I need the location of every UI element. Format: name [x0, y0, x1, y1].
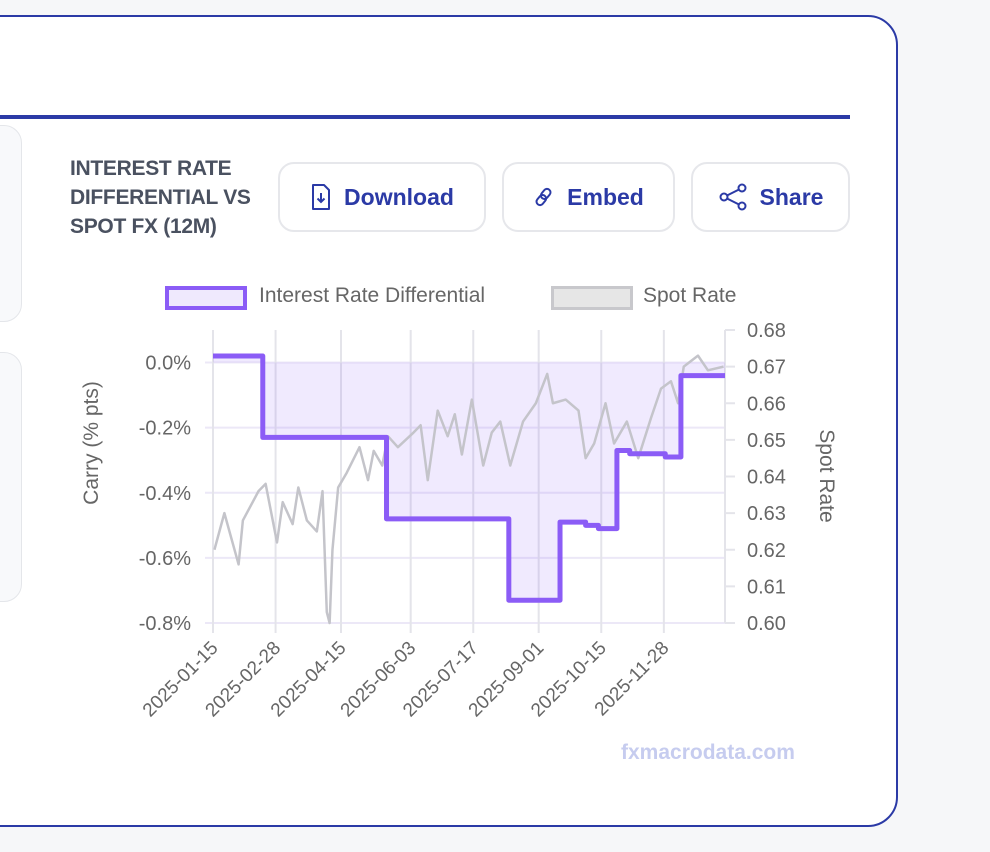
- share-button[interactable]: Share: [691, 162, 850, 232]
- y-tick-label: -0.8%: [139, 613, 191, 635]
- download-file-icon: [310, 183, 332, 211]
- carry-line: [213, 353, 725, 603]
- embed-button[interactable]: Embed: [502, 162, 675, 232]
- y2-tick-label: 0.66: [747, 393, 786, 415]
- legend-swatch-carry[interactable]: [165, 286, 247, 310]
- spot-rate-line: [213, 354, 724, 625]
- y-tick-label: -0.4%: [139, 483, 191, 505]
- y-tick-label: 0.0%: [145, 353, 191, 375]
- y-tick-label: -0.2%: [139, 418, 191, 440]
- legend-swatch-spot[interactable]: [551, 286, 633, 310]
- y2-tick-label: 0.68: [747, 320, 786, 342]
- y2-tick-label: 0.63: [747, 503, 786, 525]
- y2-tick-label: 0.67: [747, 357, 786, 379]
- carry-area-fill: [213, 356, 725, 601]
- watermark: fxmacrodata.com: [621, 741, 795, 764]
- y2-tick-label: 0.65: [747, 430, 786, 452]
- y2-tick-label: 0.60: [747, 613, 786, 635]
- chart-card: [0, 15, 898, 827]
- y2-tick-label: 0.62: [747, 540, 786, 562]
- share-label: Share: [759, 183, 824, 210]
- legend-label-carry[interactable]: Interest Rate Differential: [259, 284, 486, 307]
- chart-title: INTEREST RATE DIFFERENTIAL VS SPOT FX (1…: [70, 157, 251, 238]
- y-axis-title: Carry (% pts): [80, 381, 103, 505]
- y-tick-label: -0.6%: [139, 548, 191, 570]
- share-icon: [718, 182, 748, 212]
- legend-label-spot[interactable]: Spot Rate: [643, 284, 737, 307]
- link-icon: [533, 186, 555, 208]
- download-label: Download: [344, 183, 454, 210]
- download-button[interactable]: Download: [278, 162, 486, 232]
- y2-tick-label: 0.61: [747, 576, 786, 598]
- header-divider: [0, 115, 850, 119]
- embed-label: Embed: [567, 183, 644, 210]
- y2-axis-title: Spot Rate: [815, 429, 838, 522]
- y2-tick-label: 0.64: [747, 467, 786, 489]
